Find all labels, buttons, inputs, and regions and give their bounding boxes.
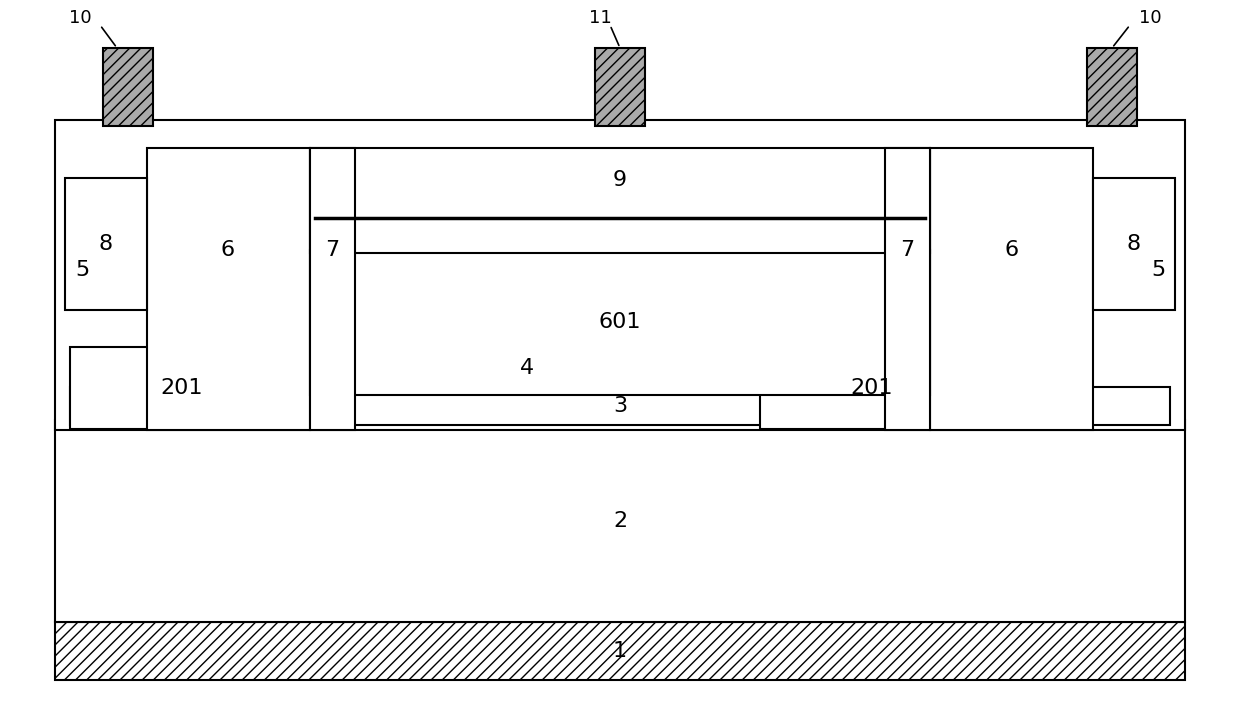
Text: 7: 7 <box>325 240 339 260</box>
Bar <box>69 347 295 429</box>
Bar <box>310 148 930 253</box>
Text: 201: 201 <box>851 378 893 398</box>
Text: 9: 9 <box>613 170 627 190</box>
Text: 8: 8 <box>99 234 113 254</box>
Bar <box>310 250 930 395</box>
Text: 201: 201 <box>161 378 203 398</box>
Text: 601: 601 <box>599 312 641 332</box>
Bar <box>55 420 1185 622</box>
Bar <box>930 148 1092 430</box>
Bar <box>1087 48 1137 126</box>
Text: 5: 5 <box>1151 260 1166 280</box>
Text: 10: 10 <box>1138 9 1162 27</box>
Text: 6: 6 <box>1004 240 1019 260</box>
Text: 6: 6 <box>221 240 236 260</box>
Bar <box>1092 178 1176 310</box>
Text: 2: 2 <box>613 511 627 531</box>
Bar <box>760 347 985 429</box>
Bar <box>885 148 930 430</box>
Text: 10: 10 <box>68 9 92 27</box>
Text: 4: 4 <box>520 358 534 378</box>
Bar <box>55 622 1185 680</box>
Bar <box>103 48 153 126</box>
Bar <box>310 148 355 430</box>
Text: 7: 7 <box>900 240 914 260</box>
Bar <box>295 347 760 390</box>
Bar <box>64 178 148 310</box>
Bar <box>55 120 1185 430</box>
Text: 3: 3 <box>613 396 627 416</box>
Bar <box>69 387 1171 425</box>
Text: 8: 8 <box>1127 234 1141 254</box>
Text: 1: 1 <box>613 641 627 661</box>
Bar <box>148 148 310 430</box>
Text: 5: 5 <box>74 260 89 280</box>
Bar <box>595 48 645 126</box>
Text: 11: 11 <box>589 9 611 27</box>
